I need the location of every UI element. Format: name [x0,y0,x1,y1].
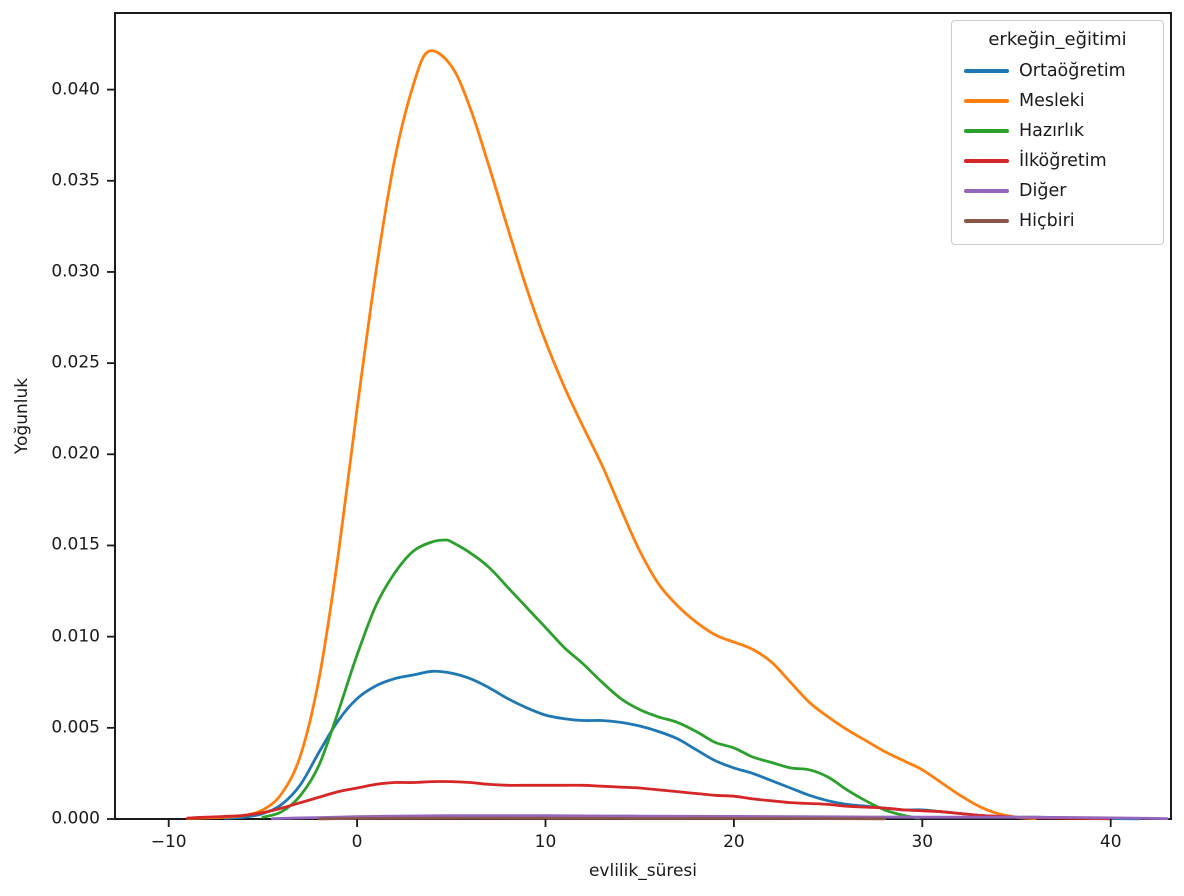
kde-curve-3 [261,538,920,820]
legend-line-swatch [964,69,1009,73]
legend-item-label: Hazırlık [1019,121,1084,141]
legend-item-label: Mesleki [1019,91,1085,111]
kde-curve-1 [223,669,1141,821]
y-tick-label: 0.010 [51,626,100,647]
legend-item-label: Hiçbiri [1019,211,1075,231]
kde-curve-2 [186,49,1037,820]
x-tick-label: 0 [351,832,363,852]
x-tick-label: 40 [1099,832,1122,852]
y-tick-label: 0.025 [51,352,100,373]
x-tick-label: 30 [911,832,934,852]
legend-line-swatch [964,219,1009,223]
legend-item: Diğer [960,176,1155,206]
legend-line-swatch [964,159,1009,163]
legend-line-swatch [964,189,1009,193]
kde-curve-4 [186,780,1113,821]
legend-item-label: İlköğretim [1019,151,1107,171]
y-tick-label: 0.005 [51,717,100,738]
y-tick-label: 0.000 [51,808,100,829]
legend-item: Hazırlık [960,116,1155,146]
legend-line-swatch [964,99,1009,103]
legend-item: Ortaöğretim [960,56,1155,86]
y-tick-label: 0.035 [51,170,100,191]
y-tick-label: 0.020 [51,443,100,464]
y-tick-label: 0.040 [51,79,100,100]
kde-curve-6 [318,816,886,821]
legend-title: erkeğin_eğitimi [988,29,1127,50]
x-tick-label: 20 [723,832,745,852]
legend: erkeğin_eğitimi Ortaöğretim Mesleki Hazırl… [951,20,1164,245]
x-axis-label: evlilik_süresi [588,861,698,881]
kde-curve-5 [270,814,1169,820]
legend-item-label: Ortaöğretim [1019,61,1126,81]
x-tick-label: −10 [150,832,187,852]
y-axis-label: Yoğunluk [12,377,32,455]
legend-item: İlköğretim [960,146,1155,176]
legend-line-swatch [964,129,1009,133]
y-tick-label: 0.030 [51,261,100,282]
x-tick-label: 10 [534,832,557,852]
legend-item: Mesleki [960,86,1155,116]
legend-items: Ortaöğretim Mesleki Hazırlık İlköğretim Diğe… [960,56,1155,236]
legend-item: Hiçbiri [960,206,1155,236]
y-tick-label: 0.015 [51,534,100,555]
legend-item-label: Diğer [1019,181,1067,201]
